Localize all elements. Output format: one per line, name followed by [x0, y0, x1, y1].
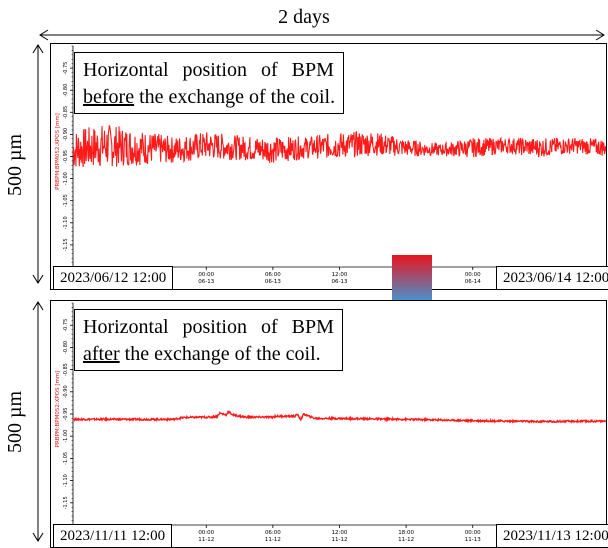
y-tick-label: -0.75	[63, 319, 69, 332]
x-tick-label: 00:00	[465, 530, 481, 536]
x-tick-date: 11-12	[265, 537, 281, 543]
x-tick-date: 06-14	[465, 279, 481, 285]
title-line1: Horizontal position of BPM	[83, 316, 334, 338]
x-tick-date: 11-13	[465, 537, 481, 543]
y-tick-label: -0.95	[63, 408, 69, 421]
title-line2: before the exchange of the coil.	[83, 86, 336, 108]
y-tick-label: -1.00	[63, 172, 69, 185]
end-date-after: 2023/11/13 12:00	[496, 524, 608, 548]
title-emphasis: before	[83, 86, 135, 108]
x-tick-label: 12:00	[332, 272, 348, 278]
range-arrow-top	[32, 44, 44, 284]
title-line2: after the exchange of the coil.	[83, 343, 321, 365]
y-tick-label: -0.85	[63, 363, 69, 376]
y-tick-label: -0.95	[63, 150, 69, 163]
x-tick-label: 06:00	[265, 530, 281, 536]
x-tick-date: 11-12	[332, 537, 348, 543]
x-tick-date: 06-13	[332, 279, 348, 285]
x-tick-date: 11-12	[398, 537, 414, 543]
y-tick-label: -0.75	[63, 62, 69, 75]
x-tick-label: 12:00	[332, 530, 348, 536]
y-tick-label: -1.00	[63, 430, 69, 443]
x-tick-label: 00:00	[198, 530, 214, 536]
x-tick-label: 00:00	[198, 272, 214, 278]
end-date-before: 2023/06/14 12:00	[496, 266, 608, 290]
y-tick-label: -0.90	[63, 128, 69, 141]
title-line1: Horizontal position of BPM	[83, 59, 334, 81]
range-arrow-bottom	[32, 301, 44, 542]
chart-title-after: Horizontal position of BPM after the exc…	[74, 309, 343, 371]
y-tick-label: -1.05	[63, 452, 69, 465]
series-line	[72, 125, 606, 168]
y-tick-label: -0.80	[63, 341, 69, 354]
y-tick-label: -0.90	[63, 385, 69, 398]
y-tick-label: -0.85	[63, 106, 69, 119]
series-line	[72, 410, 606, 424]
y-tick-label: -1.10	[63, 216, 69, 229]
time-span-arrow	[39, 29, 605, 41]
range-label-bottom: 500 µm	[4, 390, 26, 454]
x-tick-label: 00:00	[465, 272, 481, 278]
chart-title-before: Horizontal position of BPM before the ex…	[74, 52, 345, 114]
x-tick-date: 06-13	[265, 279, 281, 285]
x-tick-label: 06:00	[265, 272, 281, 278]
y-tick-label: -1.10	[63, 474, 69, 487]
y-tick-label: -1.15	[63, 238, 69, 251]
y-tick-label: -1.05	[63, 194, 69, 207]
y-axis-label: PRBPM:BPM052:XPOS [mm]	[55, 113, 61, 190]
y-tick-label: -1.15	[63, 496, 69, 509]
start-date-before: 2023/06/12 12:00	[53, 266, 174, 290]
title-emphasis: after	[83, 343, 120, 365]
range-label-top: 500 µm	[4, 133, 26, 197]
x-tick-label: 18:00	[398, 530, 414, 536]
y-axis-label: PRBPM:BPM052:XPOS [mm]	[55, 371, 61, 448]
span-label: 2 days	[278, 6, 330, 28]
x-tick-date: 06-13	[198, 279, 214, 285]
start-date-after: 2023/11/11 12:00	[53, 524, 173, 548]
y-tick-label: -0.80	[63, 84, 69, 97]
x-tick-date: 11-12	[198, 537, 214, 543]
